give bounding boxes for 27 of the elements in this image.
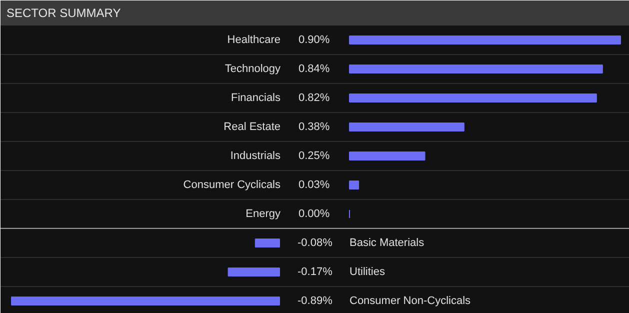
bar	[349, 94, 597, 102]
bar	[349, 122, 464, 132]
data-label: -0.89%	[298, 295, 333, 307]
y-tick-label: Industrials	[230, 150, 281, 162]
data-label: -0.08%	[298, 237, 333, 249]
y-tick-label: Basic Materials	[350, 237, 425, 249]
bar	[349, 64, 603, 74]
bar	[349, 36, 621, 44]
text: SECTOR SUMMARY	[6, 6, 121, 20]
data-label: 0.82%	[298, 92, 330, 104]
bar	[349, 152, 426, 160]
y-tick-label: Technology	[224, 63, 281, 75]
data-label: -0.17%	[298, 266, 333, 278]
y-tick-label: Consumer Cyclicals	[183, 179, 281, 191]
data-label: 0.90%	[298, 34, 330, 46]
bar	[349, 180, 360, 190]
y-tick-label: Financials	[230, 92, 281, 104]
y-tick-label: Healthcare	[227, 34, 281, 46]
y-tick-label: Real Estate	[224, 121, 281, 133]
data-label: 0.84%	[298, 63, 330, 75]
data-label: 0.38%	[298, 121, 330, 133]
y-tick-label: Consumer Non-Cyclicals	[350, 295, 472, 307]
data-label: 0.03%	[298, 179, 330, 191]
data-label: 0.00%	[298, 208, 330, 220]
data-label: 0.25%	[298, 150, 330, 162]
y-tick-label: Energy	[246, 208, 281, 220]
y-tick-label: Utilities	[350, 266, 386, 278]
